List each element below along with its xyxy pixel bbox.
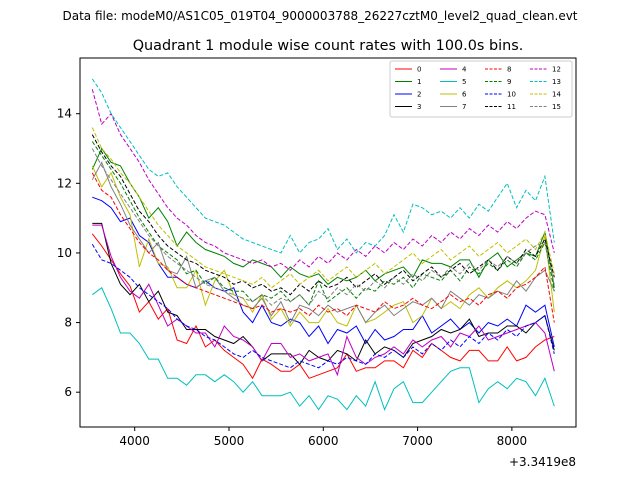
series-8-line [91, 172, 555, 323]
legend-frame [389, 60, 573, 118]
y-tick-label: 8 [64, 316, 72, 330]
legend-label-0: 0 [417, 66, 421, 74]
plot-series [91, 78, 555, 411]
y-tick-label: 6 [64, 385, 72, 399]
x-tick-label: 7000 [402, 434, 433, 448]
series-13-line [91, 78, 555, 254]
series-11-line [91, 134, 555, 296]
series-0-line [91, 233, 555, 380]
legend-label-7: 7 [462, 103, 466, 111]
series-14-line [91, 127, 555, 289]
series-10-line [91, 243, 555, 369]
axes-frame [79, 57, 577, 428]
x-axis-offset-label: +3.3419e8 [509, 455, 576, 469]
series-1-line [91, 147, 555, 288]
legend-label-11: 11 [507, 103, 516, 111]
x-axis: 4000 5000 6000 7000 8000 [119, 427, 527, 448]
series-2-line [92, 196, 555, 348]
y-tick-label: 14 [57, 107, 72, 121]
x-tick-label: 5000 [214, 434, 245, 448]
x-tick-label: 6000 [308, 434, 339, 448]
figure-suptitle: Data file: modeM0/AS1C05_019T04_90000037… [62, 9, 577, 23]
series-15-line [91, 148, 555, 307]
y-tick-label: 12 [57, 176, 72, 190]
legend-label-3: 3 [417, 103, 421, 111]
chart-title: Quadrant 1 module wise count rates with … [133, 38, 524, 54]
legend-label-9: 9 [507, 78, 511, 86]
legend-label-12: 12 [552, 66, 561, 74]
legend-label-4: 4 [462, 66, 467, 74]
legend-label-13: 13 [552, 78, 561, 86]
legend-label-1: 1 [417, 78, 421, 86]
legend-label-8: 8 [507, 66, 511, 74]
legend-label-14: 14 [552, 91, 561, 99]
series-5-line [92, 287, 555, 411]
x-tick-label: 4000 [119, 434, 150, 448]
legend-label-5: 5 [462, 78, 466, 86]
y-tick-label: 10 [57, 246, 72, 260]
legend-label-6: 6 [462, 91, 467, 99]
legend-label-15: 15 [552, 103, 561, 111]
series-12-line [91, 89, 555, 271]
series-4-line [92, 224, 555, 377]
legend-label-2: 2 [417, 91, 421, 99]
legend-label-10: 10 [507, 91, 516, 99]
y-axis: 6 8 10 12 14 [57, 107, 80, 399]
series-3-line [92, 222, 555, 366]
series-9-line [91, 141, 555, 307]
x-tick-label: 8000 [497, 434, 528, 448]
